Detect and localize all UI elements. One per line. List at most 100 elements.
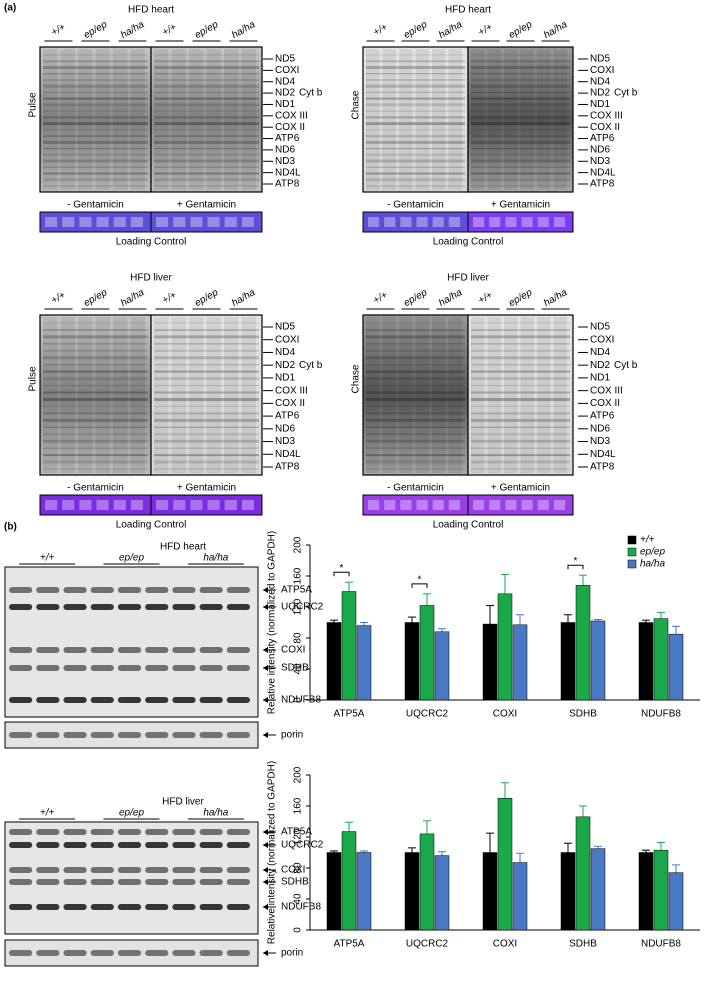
blot-band xyxy=(199,732,223,738)
band-label: ATP8 xyxy=(275,179,300,190)
blot-band xyxy=(90,904,114,910)
blot-band xyxy=(63,647,87,653)
band-label: COXI xyxy=(275,334,299,345)
band-label: ND1 xyxy=(275,99,295,110)
gel-image xyxy=(362,46,469,193)
blot-band xyxy=(9,879,33,885)
strip-lane xyxy=(79,500,92,510)
significance-bracket xyxy=(411,583,428,588)
blot-band xyxy=(9,665,33,671)
band-label: ND2 xyxy=(275,88,295,99)
band-label: ND1 xyxy=(590,373,610,384)
x-tick-label: SDHB xyxy=(569,939,597,950)
lane xyxy=(95,49,110,190)
blot-band xyxy=(172,829,196,835)
strip-lane xyxy=(416,217,428,227)
band-label: COX III xyxy=(590,110,623,121)
blot-band xyxy=(90,867,114,873)
bar xyxy=(575,585,591,701)
arrow-head xyxy=(263,732,268,738)
blot-band xyxy=(226,842,250,848)
y-tick-label: 160 xyxy=(293,567,304,584)
blot-band xyxy=(172,842,196,848)
band-label: COX II xyxy=(590,122,620,133)
condition: + Gentamicin xyxy=(177,200,236,211)
lane xyxy=(95,317,110,473)
x-tick-label: ATP5A xyxy=(334,709,365,720)
loading-label: Loading Control xyxy=(116,520,187,531)
band-label: ND3 xyxy=(275,156,295,167)
y-axis-label: Relative intensity (normalized to GAPDH) xyxy=(267,531,278,714)
blot-band xyxy=(199,604,223,610)
strip-lane xyxy=(473,217,485,227)
lane xyxy=(154,317,169,473)
blot-band xyxy=(172,697,196,703)
lane-group: ep/ep xyxy=(193,19,221,41)
x-tick-label: COXI xyxy=(493,709,517,720)
bar xyxy=(434,631,450,701)
band-label: COX II xyxy=(275,398,305,409)
lane-group: ep/ep xyxy=(507,287,535,309)
lane-group: ha/ha xyxy=(542,287,570,309)
blot-band xyxy=(90,879,114,885)
lane xyxy=(520,317,534,473)
gel-image xyxy=(39,46,152,193)
lane xyxy=(171,49,186,190)
band-label: Cyt b xyxy=(299,360,323,371)
lane xyxy=(504,49,518,190)
lane-group: +/+ xyxy=(50,290,68,307)
strip-lane xyxy=(553,217,565,227)
bar xyxy=(326,852,342,931)
x-tick-label: NDUFB8 xyxy=(641,939,681,950)
strip-lane xyxy=(368,500,380,510)
blot-band xyxy=(9,697,33,703)
blot-band xyxy=(145,829,169,835)
blot-band xyxy=(172,879,196,885)
band-label: COX II xyxy=(590,398,620,409)
arrow-head xyxy=(263,697,268,703)
strip-lane xyxy=(384,217,396,227)
strip-lane xyxy=(224,217,237,227)
lane-group: ha/ha xyxy=(230,19,258,41)
blot-band xyxy=(9,604,33,610)
blot-band xyxy=(226,879,250,885)
blot-band xyxy=(145,879,169,885)
gel-mode: Chase xyxy=(351,90,362,119)
arrow-head xyxy=(263,829,268,835)
blot-band xyxy=(63,587,87,593)
band-label: ATP6 xyxy=(275,133,300,144)
blot-band xyxy=(172,665,196,671)
band-label: Cyt b xyxy=(299,88,323,99)
arrow-head xyxy=(263,665,268,671)
arrow-head xyxy=(263,604,268,610)
gel-title: HFD heart xyxy=(128,5,174,16)
strip-lane xyxy=(190,500,203,510)
legend-swatch xyxy=(627,547,637,557)
bar xyxy=(419,605,435,701)
lane-group: ha/ha xyxy=(437,19,465,41)
lane xyxy=(154,49,169,190)
legend-label: +/+ xyxy=(640,535,655,546)
lane xyxy=(553,317,567,473)
strip-lane xyxy=(553,500,565,510)
x-tick-label: COXI xyxy=(493,939,517,950)
blot-band xyxy=(117,904,142,910)
legend-swatch xyxy=(627,535,637,545)
lane-group: +/+ xyxy=(477,22,495,39)
bar xyxy=(356,852,372,931)
strip-lane xyxy=(505,217,517,227)
bar xyxy=(404,852,420,931)
blot-band xyxy=(145,904,169,910)
condition: - Gentamicin xyxy=(67,200,124,211)
lane xyxy=(415,317,429,473)
lane xyxy=(241,49,256,190)
band-label: ND5 xyxy=(590,54,610,65)
blot-band xyxy=(9,904,33,910)
band-label: COX II xyxy=(275,122,305,133)
lane-group: +/+ xyxy=(40,808,55,819)
bar xyxy=(356,625,372,701)
blot-band xyxy=(199,904,223,910)
lane xyxy=(471,317,485,473)
strip-lane xyxy=(505,500,517,510)
